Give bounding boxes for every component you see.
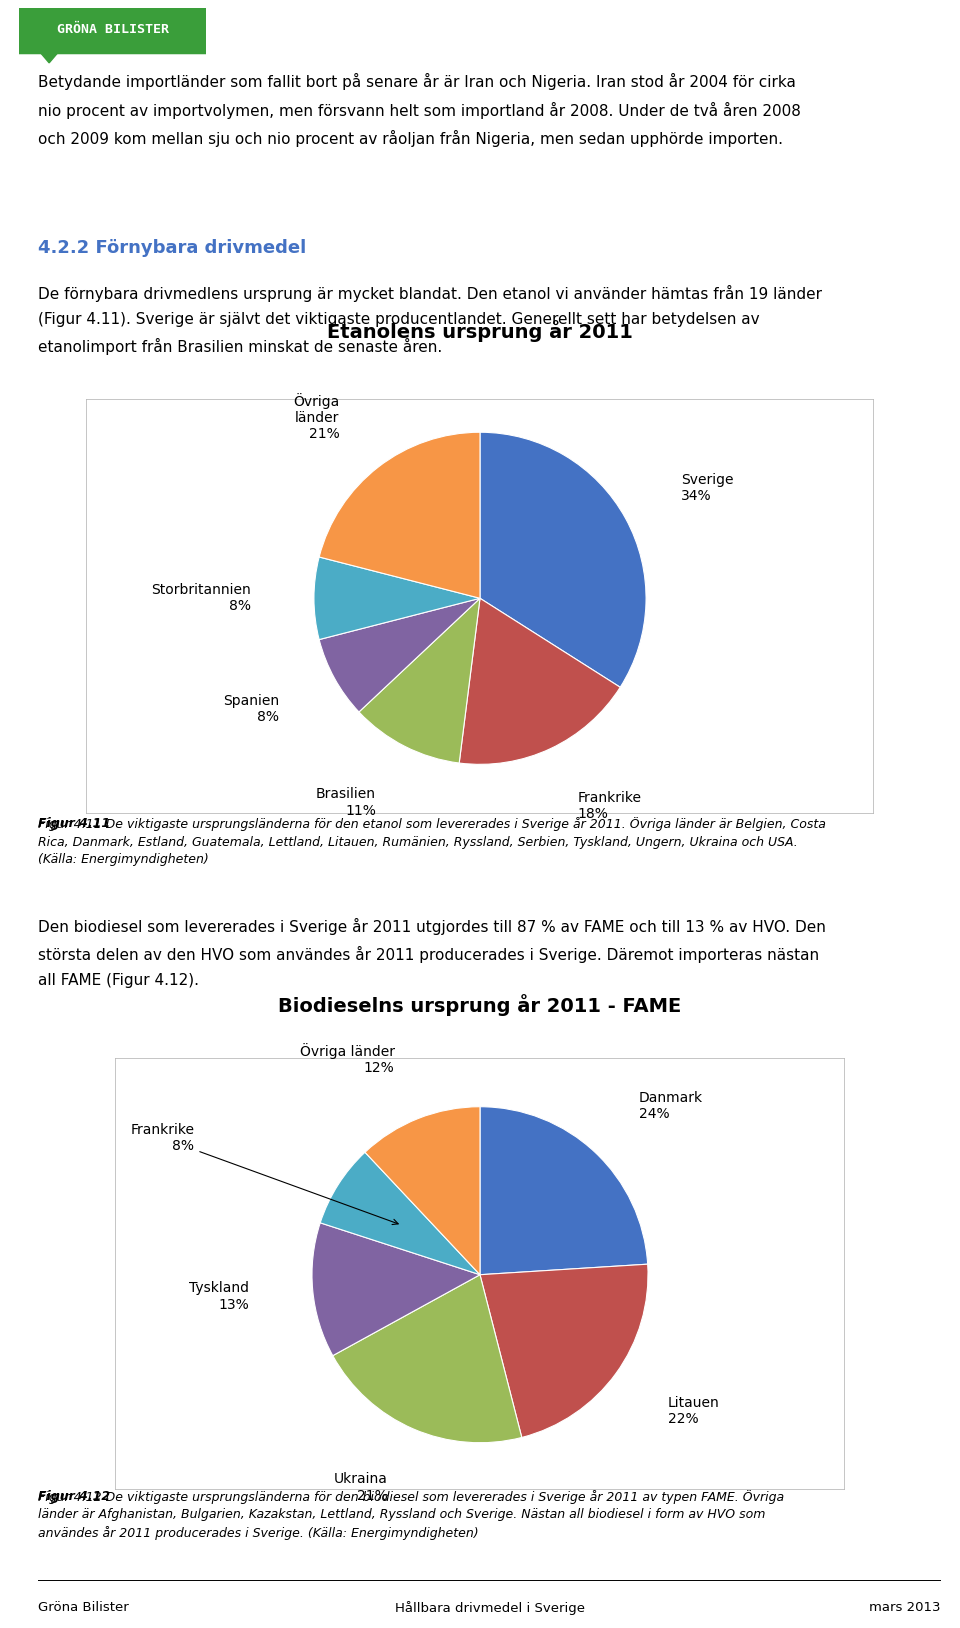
Text: Betydande importländer som fallit bort på senare år är Iran och Nigeria. Iran st: Betydande importländer som fallit bort p… <box>38 73 802 147</box>
Text: Litauen
22%: Litauen 22% <box>667 1395 719 1426</box>
Wedge shape <box>312 1223 480 1356</box>
Text: Figur 4.12 De viktigaste ursprungsländerna för den biodiesel som levererades i S: Figur 4.12 De viktigaste ursprungsländer… <box>38 1490 784 1540</box>
Text: Den biodiesel som levererades i Sverige år 2011 utgjordes till 87 % av FAME och : Den biodiesel som levererades i Sverige … <box>38 918 827 988</box>
Title: Biodieselns ursprung år 2011 - FAME: Biodieselns ursprung år 2011 - FAME <box>278 993 682 1016</box>
Wedge shape <box>321 1153 480 1275</box>
Text: GRÖNA BILISTER: GRÖNA BILISTER <box>57 23 169 36</box>
Wedge shape <box>319 431 480 597</box>
FancyBboxPatch shape <box>115 1058 845 1490</box>
Text: Danmark
24%: Danmark 24% <box>638 1091 703 1120</box>
Text: Hållbara drivmedel i Sverige: Hållbara drivmedel i Sverige <box>395 1600 585 1615</box>
Text: De förnybara drivmedlens ursprung är mycket blandat. Den etanol vi använder hämt: De förnybara drivmedlens ursprung är myc… <box>38 285 823 355</box>
Text: 4.2.2 Förnybara drivmedel: 4.2.2 Förnybara drivmedel <box>38 239 306 257</box>
Polygon shape <box>38 49 60 63</box>
FancyBboxPatch shape <box>4 5 222 54</box>
Text: Frankrike
8%: Frankrike 8% <box>131 1123 398 1224</box>
Wedge shape <box>480 1265 648 1438</box>
Text: Storbritannien
8%: Storbritannien 8% <box>151 583 251 614</box>
Wedge shape <box>319 597 480 711</box>
Text: Tyskland
13%: Tyskland 13% <box>189 1281 250 1312</box>
Text: Övriga
länder
21%: Övriga länder 21% <box>294 392 340 441</box>
Text: Ukraina
21%: Ukraina 21% <box>334 1472 388 1503</box>
Wedge shape <box>480 431 646 687</box>
Text: Sverige
34%: Sverige 34% <box>681 472 733 503</box>
Wedge shape <box>480 1107 648 1275</box>
Text: Figur 4.11 De viktigaste ursprungsländerna för den etanol som levererades i Sver: Figur 4.11 De viktigaste ursprungsländer… <box>38 817 827 866</box>
FancyBboxPatch shape <box>86 399 874 814</box>
Text: Figur 4.11: Figur 4.11 <box>38 817 110 830</box>
Text: Figur 4.12: Figur 4.12 <box>38 1490 110 1503</box>
Wedge shape <box>333 1275 522 1442</box>
Text: Frankrike
18%: Frankrike 18% <box>578 791 641 821</box>
Text: Övriga länder
12%: Övriga länder 12% <box>300 1044 395 1074</box>
Text: Gröna Bilister: Gröna Bilister <box>38 1602 130 1613</box>
Wedge shape <box>359 597 480 764</box>
Text: Spanien
8%: Spanien 8% <box>223 694 279 724</box>
Wedge shape <box>459 597 620 764</box>
Wedge shape <box>314 557 480 640</box>
Wedge shape <box>365 1107 480 1275</box>
Text: Brasilien
11%: Brasilien 11% <box>316 788 376 817</box>
Title: Etanolens ursprung år 2011: Etanolens ursprung år 2011 <box>327 321 633 342</box>
Text: mars 2013: mars 2013 <box>870 1602 941 1613</box>
